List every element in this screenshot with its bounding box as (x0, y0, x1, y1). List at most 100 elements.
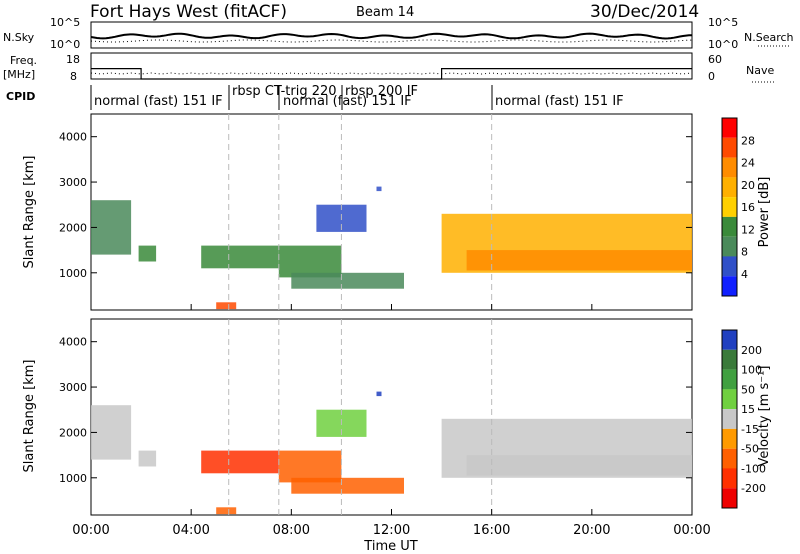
freq-tick-bottom: 8 (70, 70, 77, 83)
power-colorbar-swatch-3 (722, 177, 737, 198)
power-patches-patch-9 (466, 250, 692, 271)
velocity-colorbar-tick-1: 100 (741, 364, 762, 377)
nave-tick-top: 60 (708, 53, 722, 66)
power-colorbar-swatch-7 (722, 256, 737, 277)
velocity-colorbar-swatch-8 (722, 488, 737, 508)
velocity-colorbar-tick-6: -100 (741, 462, 766, 475)
power-colorbar-swatch-5 (722, 216, 737, 237)
vel-yticks-label-1: 3000 (59, 381, 87, 394)
velocity-colorbar-swatch-0 (722, 330, 737, 350)
nsky-trace (90, 32, 693, 40)
power-patches-patch-7 (376, 186, 382, 192)
xaxis-label-4: 16:00 (473, 523, 510, 538)
vel-patches-patch-5 (291, 477, 404, 494)
freq-panel-frame (90, 52, 693, 80)
power-colorbar-swatch-6 (722, 236, 737, 257)
velocity-ylabel: Slant Range [km] (22, 360, 37, 473)
power-patches-patch-3 (216, 302, 237, 310)
nsky-label: N.Sky (3, 31, 35, 44)
velocity-colorbar-tick-5: -50 (741, 443, 759, 456)
freq-trace (91, 67, 692, 80)
power-data (91, 186, 692, 310)
vel-patches-patch-7 (376, 391, 382, 397)
velocity-panel: 4000 3000 2000 1000 Slant Range [km] (22, 318, 693, 516)
power-colorbar-tick-4: 12 (741, 223, 755, 236)
time-axis: 00:00 04:00 08:00 12:00 16:00 20:00 00:00 (72, 304, 711, 538)
velocity-colorbar-swatch-3 (722, 389, 737, 410)
power-colorbar-swatch-0 (722, 118, 737, 138)
power-patches-patch-4 (278, 245, 342, 278)
velocity-colorbar-swatch-6 (722, 448, 737, 469)
velocity-colorbar-tick-7: -200 (741, 482, 766, 495)
cpid-row: CPID normal (fast) 151 IF rbsp CT-trig 2… (6, 84, 624, 110)
vel-patches-patch-4 (278, 450, 342, 483)
power-panel: 4000 3000 2000 1000 Slant Range [km] (22, 113, 693, 311)
vel-yticks-label-0: 4000 (59, 336, 87, 349)
vel-yticks-label-2: 2000 (59, 426, 87, 439)
velocity-colorbar-swatch-2 (722, 369, 737, 390)
vel-patches-patch-1 (138, 450, 157, 467)
xaxis-label-1: 04:00 (172, 523, 209, 538)
vel-patches-patch-9 (466, 455, 692, 476)
nsky-panel: 10^5 10^0 N.Sky 10^5 10^0 N.Search (3, 16, 794, 51)
freq-tick-top: 18 (66, 53, 80, 66)
nave-trace (90, 72, 693, 75)
nsearch-tick-top: 10^5 (708, 16, 738, 29)
nave-label: Nave (746, 64, 774, 77)
cpid-segment-1: normal (fast) 151 IF (94, 94, 223, 109)
power-colorbar-tick-1: 24 (741, 157, 755, 170)
power-colorbar-tick-5: 8 (741, 246, 748, 259)
power-patches-patch-5 (291, 272, 404, 289)
power-colorbar-swatches: 28 24 20 16 12 8 4 (721, 117, 755, 297)
velocity-colorbar-frame (721, 329, 738, 509)
power-yticks-label-0: 4000 (59, 131, 87, 144)
velocity-colorbar: 200 100 50 15 -15 -50 -100 -200 Velocity [m s⁻¹… (721, 329, 772, 509)
nave-tick-bottom: 0 (708, 70, 715, 83)
power-yticks-label-3: 1000 (59, 267, 87, 280)
velocity-colorbar-tick-4: -15 (741, 423, 759, 436)
nsky-tick-bottom: 10^0 (50, 38, 80, 51)
power-colorbar: 28 24 20 16 12 8 4 Power [dB] (721, 117, 772, 297)
power-yticks-label-2: 2000 (59, 221, 87, 234)
cpid-segment-3: normal (fast) 151 IF (283, 94, 412, 109)
freq-panel: 18 8 Freq. [MHz] 60 0 Nave (3, 52, 774, 83)
power-ylabel: Slant Range [km] (22, 156, 37, 269)
vel-patches-patch-3 (216, 507, 237, 515)
nsearch-trace (90, 39, 693, 43)
velocity-colorbar-tick-3: 15 (741, 403, 755, 416)
xaxis-label-5: 20:00 (573, 523, 610, 538)
power-patches-patch-0 (91, 200, 132, 255)
freq-label-1: Freq. (10, 54, 37, 67)
power-colorbar-frame (721, 117, 738, 297)
xaxis-label: Time UT (363, 539, 417, 554)
xaxis-label-3: 12:00 (373, 523, 410, 538)
power-colorbar-tick-2: 20 (741, 179, 755, 192)
cpid-segment-5: normal (fast) 151 IF (495, 94, 624, 109)
xaxis-label-0: 00:00 (72, 523, 109, 538)
velocity-colorbar-label: Velocity [m s⁻¹] (757, 366, 772, 467)
vel-patches-patch-2 (201, 450, 279, 474)
date-label: 30/Dec/2014 (590, 2, 699, 22)
power-yticks-label-1: 3000 (59, 176, 87, 189)
power-colorbar-tick-6: 4 (741, 268, 748, 281)
power-patches-patch-2 (201, 245, 279, 269)
vel-patches-patch-0 (91, 405, 132, 460)
power-colorbar-swatch-1 (722, 137, 737, 158)
velocity-colorbar-swatch-5 (722, 428, 737, 449)
velocity-colorbar-tick-0: 200 (741, 344, 762, 357)
power-yaxis: 4000 3000 2000 1000 (59, 131, 692, 280)
velocity-data (91, 391, 692, 515)
nsearch-label: N.Search (744, 31, 794, 44)
velocity-colorbar-tick-2: 50 (741, 383, 755, 396)
cpid-segment-4: rbsp 200 IF (345, 84, 418, 99)
power-colorbar-swatch-2 (722, 157, 737, 178)
nsearch-tick-bottom: 10^0 (708, 38, 738, 51)
beam-label: Beam 14 (356, 5, 414, 20)
figure-title: Fort Hays West (fitACF) (90, 2, 287, 22)
power-colorbar-swatch-8 (722, 276, 737, 296)
freq-label-2: [MHz] (3, 68, 35, 81)
nsky-tick-top: 10^5 (50, 16, 80, 29)
velocity-time-markers (228, 319, 493, 515)
velocity-colorbar-swatch-7 (722, 468, 737, 489)
